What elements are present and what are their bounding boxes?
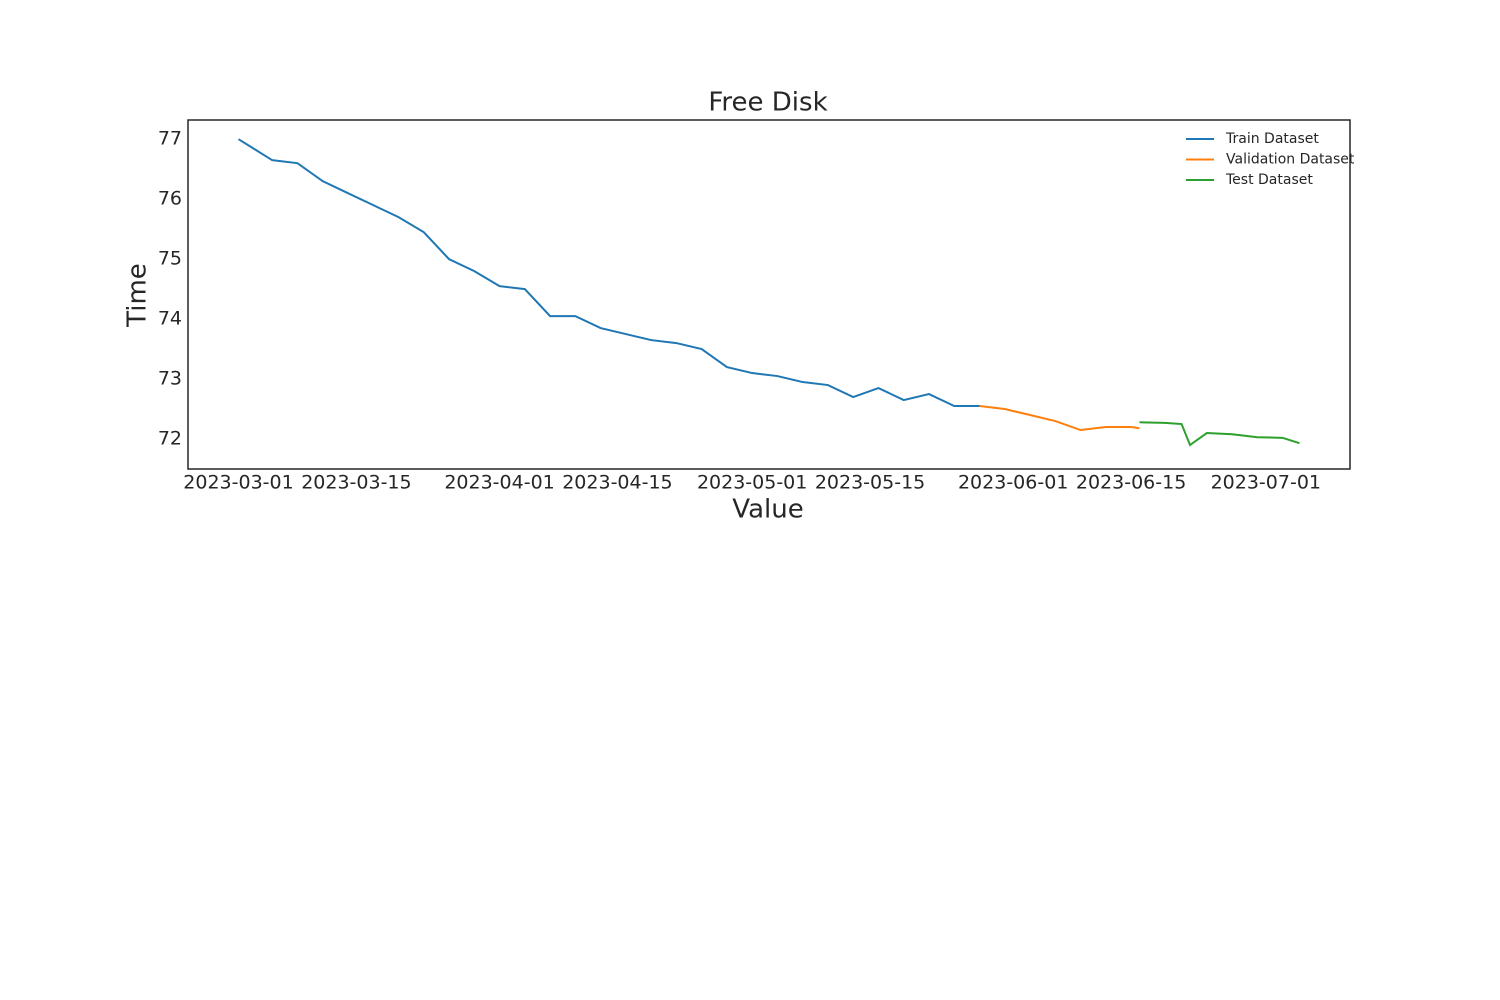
x-tick-label: 2023-07-01: [1211, 472, 1321, 494]
y-tick-label: 76: [158, 188, 182, 210]
data-line: [1139, 421, 1300, 447]
x-tick-label: 2023-03-01: [183, 472, 293, 494]
y-tick-label: 72: [158, 428, 182, 450]
x-tick-label: 2023-04-01: [444, 472, 554, 494]
x-tick-label: 2023-05-15: [815, 472, 925, 494]
x-tick-label: 2023-06-15: [1076, 472, 1186, 494]
x-axis-label: Value: [732, 495, 803, 525]
data-line: [979, 405, 1140, 432]
legend-label: Train Dataset: [1225, 131, 1319, 147]
x-tick-label: 2023-03-15: [301, 472, 411, 494]
x-tick-label: 2023-05-01: [697, 472, 807, 494]
y-tick-label: 73: [158, 368, 182, 390]
legend-label: Validation Dataset: [1226, 152, 1355, 168]
y-tick-label: 75: [158, 248, 182, 270]
y-tick-label: 74: [158, 308, 182, 330]
y-axis-label: Time: [123, 263, 153, 328]
data-line: [237, 138, 980, 408]
legend-label: Test Dataset: [1225, 172, 1313, 188]
y-tick-label: 77: [158, 128, 182, 150]
plot-frame: [187, 119, 1351, 470]
chart-title: Free Disk: [708, 88, 827, 118]
x-tick-label: 2023-06-01: [958, 472, 1068, 494]
x-tick-label: 2023-04-15: [562, 472, 672, 494]
